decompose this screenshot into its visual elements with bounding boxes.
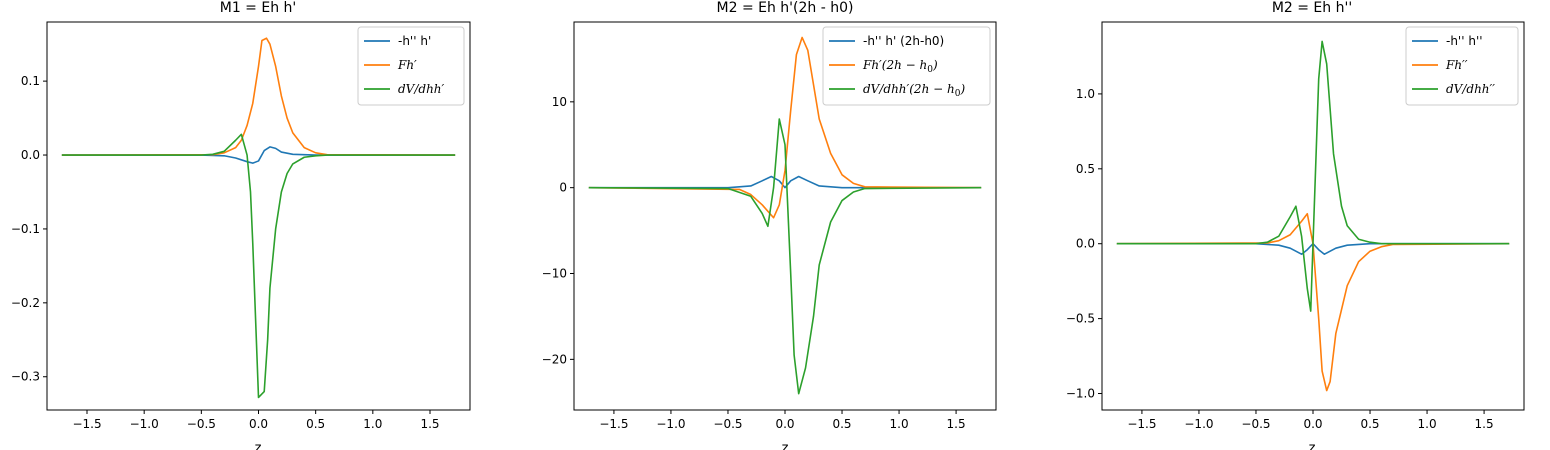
series-line-1 [588, 175, 982, 189]
x-tick-label: −1.0 [130, 417, 159, 431]
x-tick-label: 0.0 [775, 417, 794, 431]
series-line-1 [61, 146, 456, 164]
series-line-3 [1116, 40, 1510, 312]
y-tick-label: 10 [552, 95, 567, 109]
y-tick-label: 0.0 [1076, 237, 1095, 251]
legend-label-1: -h'' h'' [1446, 34, 1483, 48]
legend-box [1405, 26, 1519, 106]
legend-box [357, 26, 465, 106]
chart-title: M2 = Eh h'' [1272, 0, 1352, 16]
x-tick-label: 0.5 [1360, 417, 1379, 431]
x-tick-label: −1.5 [72, 417, 101, 431]
x-tick-label: −1.0 [1184, 417, 1213, 431]
y-tick-label: 1.0 [1076, 87, 1095, 101]
y-tick-label: 0.0 [21, 148, 40, 162]
legend-label-3: dV/dhh′ [398, 82, 445, 96]
series-line-2 [61, 37, 456, 156]
x-tick-label: 0.0 [1303, 417, 1322, 431]
y-tick-label: 0.5 [1076, 162, 1095, 176]
legend-label-1: -h'' h' [398, 34, 431, 48]
chart-panel-3: M2 = Eh h'' z −1.5 −1.0 −0.5 0.0 0.5 1.0 1.5 1.… [1066, 0, 1525, 450]
legend-box [822, 26, 991, 106]
y-tick-label: −20 [542, 352, 567, 366]
series-line-3 [61, 133, 456, 399]
x-tick-label: −0.5 [713, 417, 742, 431]
chart-panel-2: M2 = Eh h'(2h - h0) z −1.5 −1.0 −0.5 0.0 0.5… [542, 0, 997, 450]
series-line-1 [1116, 242, 1510, 255]
y-tick-label: −10 [542, 267, 567, 281]
chart-title: M1 = Eh h' [220, 0, 297, 16]
x-axis-label: z [1309, 441, 1316, 450]
legend-label-2: Fh′′ [1445, 58, 1468, 72]
x-axis-label: z [255, 441, 262, 450]
x-tick-label: −1.5 [1127, 417, 1156, 431]
x-tick-label: 1.0 [1418, 417, 1437, 431]
x-tick-label: −0.5 [187, 417, 216, 431]
legend-label-2: Fh′ [397, 58, 417, 72]
chart-panel-1: M1 = Eh h' z −1.5 −1.0 −0.5 0.0 0.5 1.0 1.5 0.1… [11, 0, 471, 450]
x-tick-label: 1.0 [890, 417, 909, 431]
y-tick-label: −0.3 [11, 370, 40, 384]
series-line-2 [588, 36, 982, 219]
y-tick-label: 0 [559, 181, 567, 195]
x-axis-label: z [782, 441, 789, 450]
x-tick-label: 0.0 [249, 417, 268, 431]
x-tick-label: 1.5 [1475, 417, 1494, 431]
y-tick-label: −0.5 [1066, 312, 1095, 326]
chart-title: M2 = Eh h'(2h - h0) [717, 0, 854, 16]
x-tick-label: 0.5 [306, 417, 325, 431]
x-tick-label: 1.5 [947, 417, 966, 431]
y-tick-label: 0.1 [21, 74, 40, 88]
x-tick-label: −1.5 [599, 417, 628, 431]
series-line-3 [588, 118, 982, 395]
legend-label-1: -h'' h' (2h-h0) [863, 34, 944, 48]
series-line-2 [1116, 212, 1510, 392]
legend-label-2: Fh′(2h − h0​) [862, 58, 938, 75]
x-tick-label: 1.5 [420, 417, 439, 431]
x-tick-label: −1.0 [656, 417, 685, 431]
x-tick-label: 0.5 [832, 417, 851, 431]
x-tick-label: 1.0 [363, 417, 382, 431]
y-tick-label: −0.1 [11, 222, 40, 236]
legend-label-3: dV/dhh′(2h − h0​) [863, 82, 965, 99]
y-tick-label: −1.0 [1066, 387, 1095, 401]
x-tick-label: −0.5 [1241, 417, 1270, 431]
legend-label-3: dV/dhh′′ [1446, 82, 1495, 96]
y-tick-label: −0.2 [11, 296, 40, 310]
